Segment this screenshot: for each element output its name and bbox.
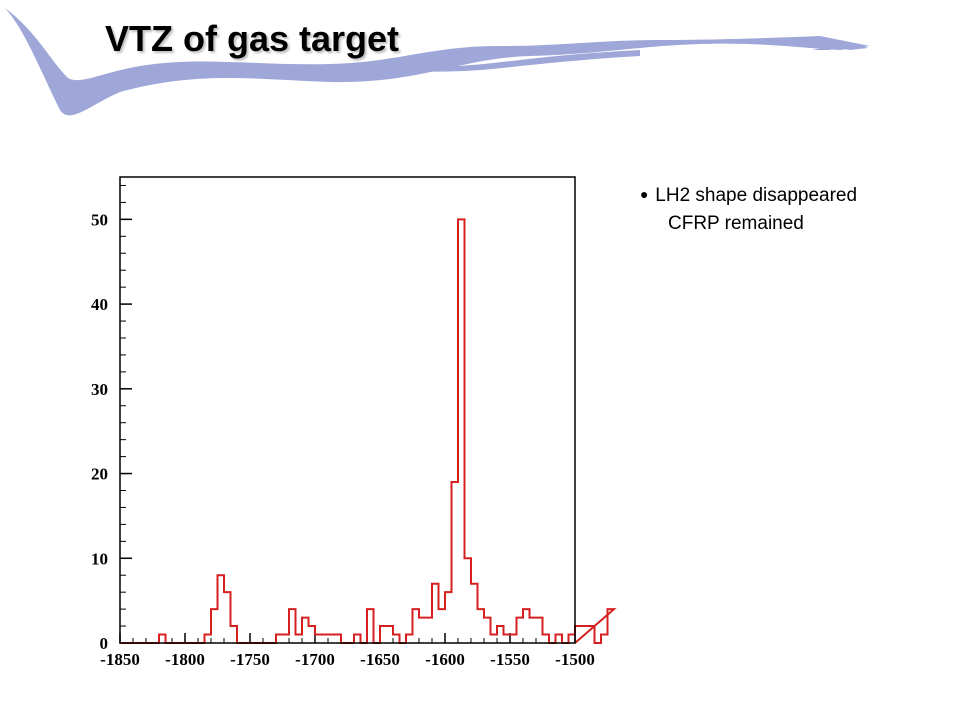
x-tick-label: -1650: [360, 650, 400, 669]
x-tick-label: -1850: [100, 650, 140, 669]
x-tick-label: -1800: [165, 650, 205, 669]
banner-swoosh-decoration: [5, 8, 870, 116]
slide-title: VTZ of gas target: [105, 18, 400, 59]
notes-panel: ● LH2 shape disappeared CFRP remained: [640, 180, 857, 238]
note-line-2: CFRP remained: [640, 210, 857, 238]
x-tick-label: -1500: [555, 650, 595, 669]
y-axis-ticks: [120, 218, 132, 644]
y-axis-tick-labels: 0 10 20 30 40 50: [91, 210, 108, 653]
x-tick-label: -1750: [230, 650, 270, 669]
histogram-series-line: [120, 218, 617, 644]
y-tick-label: 40: [91, 295, 108, 314]
y-tick-label: 20: [91, 465, 108, 484]
swoosh-band: [5, 8, 870, 116]
y-tick-label: 30: [91, 380, 108, 399]
note-text-1: LH2 shape disappeared: [655, 185, 858, 206]
note-line-1: ● LH2 shape disappeared: [640, 180, 857, 210]
swoosh-tail-dash-1: [812, 46, 832, 50]
x-tick-label: -1600: [425, 650, 465, 669]
y-minor-ticks: [120, 184, 126, 644]
bullet-icon: ●: [640, 186, 649, 202]
x-tick-label: -1700: [295, 650, 335, 669]
y-tick-label: 50: [91, 210, 108, 229]
note-text-2: CFRP remained: [668, 213, 804, 234]
x-tick-label: -1550: [490, 650, 530, 669]
y-tick-label: 10: [91, 549, 108, 568]
swoosh-tail-dash-2: [838, 44, 868, 50]
plot-frame: [119, 176, 576, 644]
y-tick-label: 0: [100, 634, 109, 653]
x-axis-tick-labels: -1850 -1800 -1750 -1700 -1650 -1600 -1550 -1500: [100, 650, 595, 669]
swoosh-streak: [380, 50, 640, 72]
